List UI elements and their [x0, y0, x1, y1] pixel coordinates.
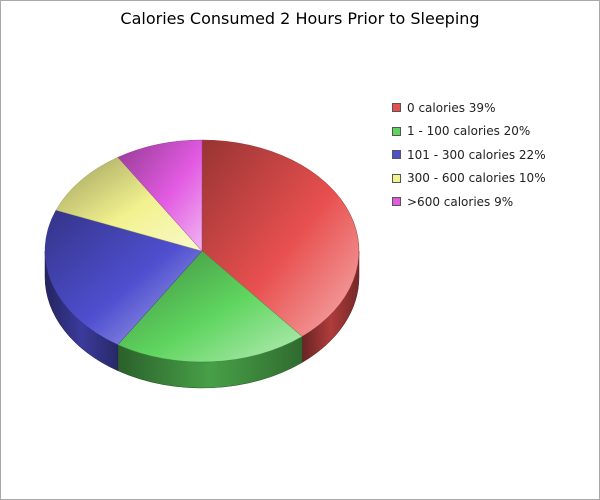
legend-label: 1 - 100 calories 20% [407, 124, 531, 139]
legend-item[interactable]: 0 calories 39% [392, 96, 546, 120]
legend-swatch [392, 103, 401, 113]
legend-item[interactable]: >600 calories 9% [392, 190, 546, 214]
legend-label: >600 calories 9% [407, 194, 514, 209]
pie-slice[interactable] [201, 139, 360, 337]
legend-swatch [392, 126, 401, 136]
pie-slice[interactable] [117, 139, 203, 252]
legend-label: 300 - 600 calories 10% [407, 171, 546, 186]
legend-item[interactable]: 1 - 100 calories 20% [392, 120, 546, 144]
chart-title: Calories Consumed 2 Hours Prior to Sleep… [120, 9, 480, 28]
legend-swatch [392, 173, 401, 183]
legend-label: 101 - 300 calories 22% [407, 147, 546, 162]
legend-swatch [392, 197, 401, 207]
legend: 0 calories 39% 1 - 100 calories 20% 101 - … [392, 96, 546, 214]
pie-slice[interactable] [117, 250, 303, 363]
legend-item[interactable]: 300 - 600 calories 10% [392, 167, 546, 191]
legend-item[interactable]: 101 - 300 calories 22% [392, 143, 546, 167]
legend-label: 0 calories 39% [407, 100, 496, 115]
legend-swatch [392, 150, 401, 160]
pie-slice[interactable] [44, 209, 203, 346]
pie-slice[interactable] [55, 156, 203, 252]
